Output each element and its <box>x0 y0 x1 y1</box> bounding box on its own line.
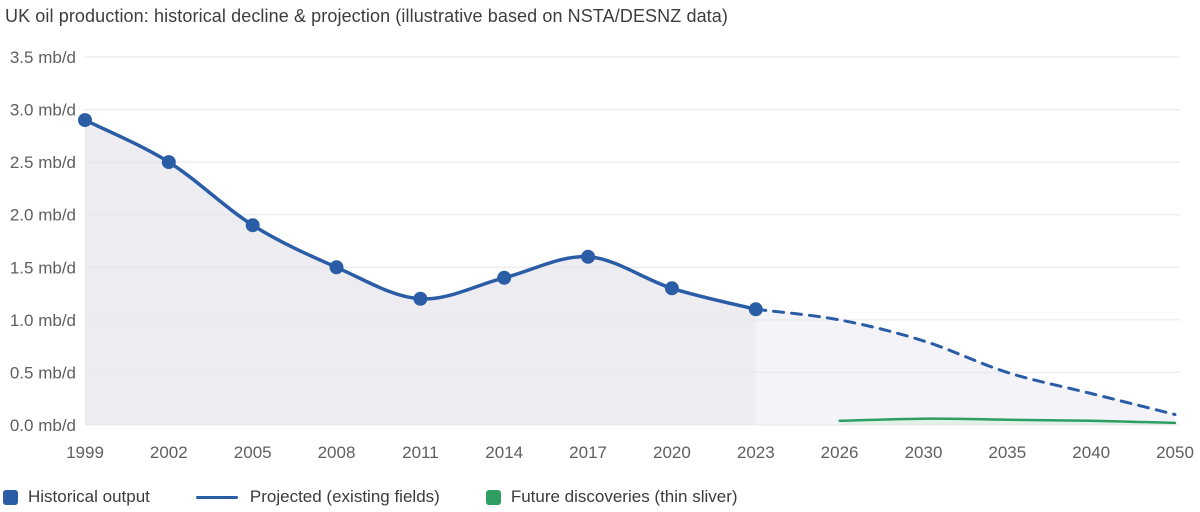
svg-text:2050: 2050 <box>1156 443 1194 462</box>
svg-text:2026: 2026 <box>821 443 859 462</box>
historical-output-swatch-icon <box>3 489 18 505</box>
chart-legend: Historical output Projected (existing fi… <box>3 487 784 507</box>
legend-label-future-discoveries: Future discoveries (thin sliver) <box>510 487 738 506</box>
projected-line-swatch-icon <box>195 495 238 499</box>
svg-text:2030: 2030 <box>905 443 943 462</box>
legend-item-future-discoveries[interactable]: Future discoveries (thin sliver) <box>485 487 738 507</box>
svg-text:2.5 mb/d: 2.5 mb/d <box>10 153 76 172</box>
svg-text:2035: 2035 <box>988 443 1026 462</box>
svg-text:2005: 2005 <box>234 443 272 462</box>
svg-text:2023: 2023 <box>737 443 775 462</box>
svg-text:1.5 mb/d: 1.5 mb/d <box>10 258 76 277</box>
svg-text:3.0 mb/d: 3.0 mb/d <box>10 101 76 120</box>
svg-text:2.0 mb/d: 2.0 mb/d <box>10 206 76 225</box>
svg-text:2040: 2040 <box>1072 443 1110 462</box>
svg-text:1999: 1999 <box>66 443 104 462</box>
svg-text:2020: 2020 <box>653 443 691 462</box>
legend-label-historical-output: Historical output <box>28 487 150 506</box>
svg-text:0.5 mb/d: 0.5 mb/d <box>10 363 76 382</box>
svg-text:2008: 2008 <box>318 443 356 462</box>
svg-text:3.5 mb/d: 3.5 mb/d <box>10 48 76 67</box>
svg-text:2002: 2002 <box>150 443 188 462</box>
svg-text:2011: 2011 <box>402 443 439 462</box>
svg-text:1.0 mb/d: 1.0 mb/d <box>10 311 76 330</box>
legend-label-projected: Projected (existing fields) <box>249 487 440 506</box>
chart-title: UK oil production: historical decline & … <box>5 6 728 26</box>
svg-text:2014: 2014 <box>485 443 523 462</box>
svg-text:0.0 mb/d: 0.0 mb/d <box>10 416 76 435</box>
production-chart: 0.0 mb/d 0.5 mb/d 1.0 mb/d 1.5 mb/d 2.0 mb/d… <box>10 48 1194 462</box>
future-discoveries-swatch-icon <box>485 489 501 505</box>
svg-text:2017: 2017 <box>569 443 607 462</box>
legend-item-historical-output[interactable]: Historical output <box>3 487 150 507</box>
legend-item-projected[interactable]: Projected (existing fields) <box>195 487 440 507</box>
